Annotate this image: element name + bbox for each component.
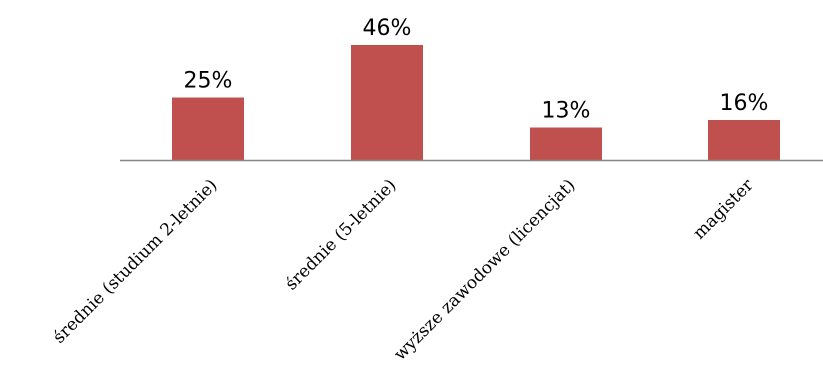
- x-tick-label-4: magister: [689, 175, 758, 244]
- bars-group: [172, 45, 780, 160]
- data-label-3: 13%: [542, 99, 591, 124]
- bar-4: [708, 120, 780, 160]
- x-tick-label-1: średnie (studium 2-letnie): [49, 175, 221, 347]
- data-labels-group: 25% 46% 13% 16%: [184, 16, 769, 124]
- x-tick-label-3: wyższe zawodowe (licencjat): [390, 175, 579, 364]
- x-tick-label-2: średnie (5-letnie): [282, 175, 401, 294]
- bar-1: [172, 97, 244, 160]
- bar-2: [351, 45, 423, 160]
- data-label-1: 25%: [184, 69, 233, 94]
- data-label-4: 16%: [720, 91, 769, 116]
- data-label-2: 46%: [363, 16, 412, 41]
- bar-3: [530, 127, 602, 160]
- tick-labels-group: średnie (studium 2-letnie) średnie (5-let…: [49, 175, 758, 365]
